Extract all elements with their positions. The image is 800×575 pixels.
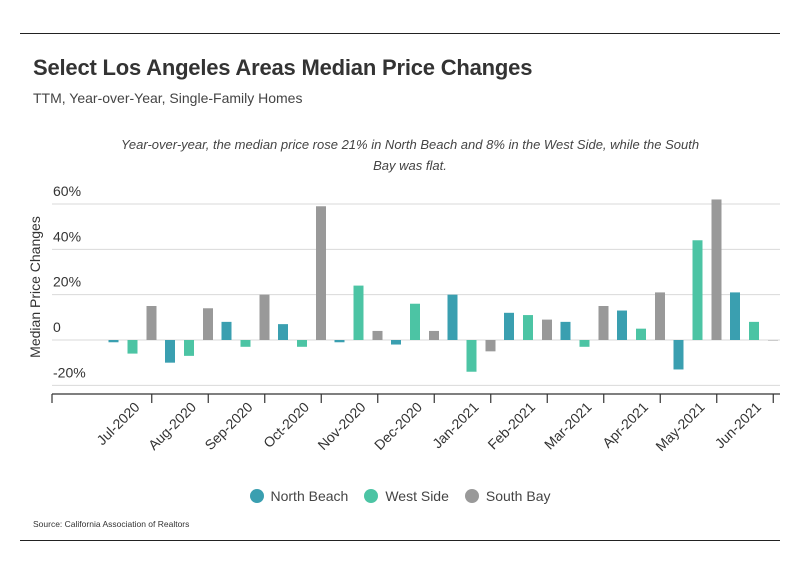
bar [466,340,477,372]
bar [316,206,326,340]
bar [673,340,684,370]
legend-item-west-side: West Side [364,488,449,504]
bar [655,292,665,340]
bar [127,340,138,354]
legend-label-south-bay: South Bay [485,488,551,504]
bar [768,340,778,341]
top-rule [20,33,780,34]
x-tick-label: Apr-2021 [599,399,651,451]
axes [51,393,780,403]
y-axis-label: Median Price Changes [27,216,43,358]
legend: North Beach West Side South Bay [0,488,800,504]
x-tick-label: Sep-2020 [201,399,255,453]
x-tick-label: Mar-2021 [541,399,595,453]
x-tick-label: Oct-2020 [260,399,312,451]
bar [372,330,383,340]
bar [542,319,552,340]
bar [692,240,703,340]
bar [636,328,646,340]
y-tick-labels: -20% 0 20% 40% 60% [53,183,86,380]
gridlines [52,203,780,386]
x-tick-label: Jun-2021 [712,399,765,452]
bar [334,340,345,343]
legend-item-south-bay: South Bay [464,488,551,504]
bar [560,321,571,340]
bar [579,340,590,347]
bar [711,199,722,340]
bar [617,310,627,340]
bar [598,306,609,340]
legend-label-west-side: West Side [385,488,449,504]
source-note: Source: California Association of Realto… [33,519,190,529]
y-tick-label: -20% [53,364,86,380]
legend-swatch-south-bay [464,489,479,503]
bars [108,199,778,372]
bar [108,340,119,343]
bar [485,340,496,352]
bar [353,285,364,340]
bar [297,340,307,347]
bar [278,324,288,340]
y-tick-label: 20% [53,274,81,290]
bar [184,340,194,356]
bottom-rule [20,540,780,541]
legend-item-north-beach: North Beach [249,488,349,504]
bar [259,294,270,340]
bar [429,330,439,340]
bar [730,292,740,340]
x-tick-label: Nov-2020 [314,399,368,453]
bar [523,315,533,340]
legend-swatch-west-side [364,489,379,503]
x-tick-label: Feb-2021 [484,399,538,453]
bar [447,294,458,340]
chart-title: Select Los Angeles Areas Median Price Ch… [33,55,533,80]
x-tick-label: Jul-2020 [93,399,142,448]
x-tick-label: Dec-2020 [371,399,425,453]
x-tick-label: May-2021 [652,399,707,454]
y-tick-label: 60% [53,183,81,199]
bar [146,306,157,340]
bar [410,303,420,340]
bar [749,321,759,340]
chart-annotation: Year-over-year, the median price rose 21… [120,137,700,173]
bar [203,308,213,340]
chart-subtitle: TTM, Year-over-Year, Single-Family Homes [33,90,303,106]
bar [165,340,175,363]
x-tick-labels: Jul-2020 Aug-2020 Sep-2020 Oct-2020 Nov-2020… [93,399,764,454]
legend-swatch-north-beach [249,489,264,503]
y-tick-label: 0 [53,319,61,335]
y-tick-label: 40% [53,228,81,244]
legend-label-north-beach: North Beach [270,488,349,504]
x-tick-label: Jan-2021 [429,399,482,452]
bar [221,321,232,340]
bar [504,312,514,340]
bar [391,340,401,345]
bar [240,340,251,347]
x-tick-label: Aug-2020 [145,399,199,453]
